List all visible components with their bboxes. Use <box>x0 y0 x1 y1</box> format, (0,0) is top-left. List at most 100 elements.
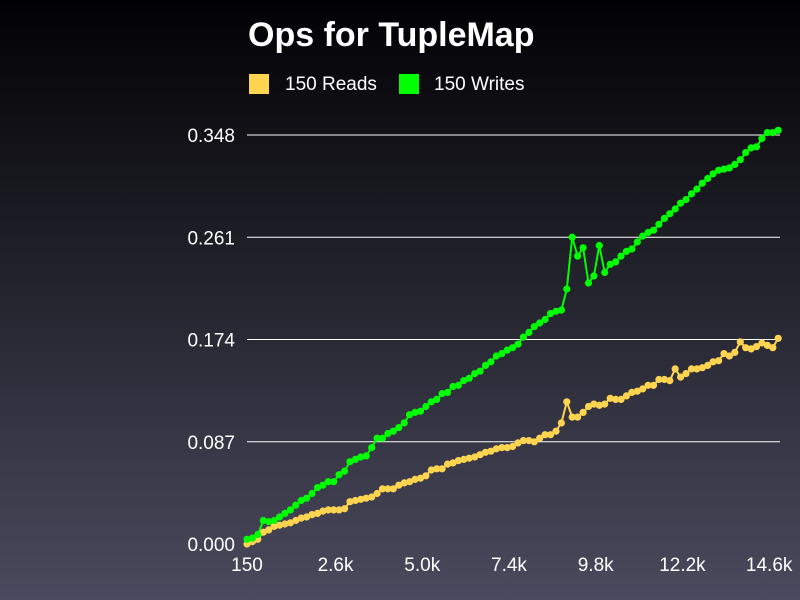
data-point <box>715 166 723 174</box>
data-point <box>752 343 761 351</box>
data-point <box>628 245 636 253</box>
data-point <box>275 513 284 521</box>
data-point <box>617 252 625 260</box>
data-point <box>687 365 696 373</box>
data-point <box>525 328 533 336</box>
data-point <box>682 370 690 378</box>
data-point <box>389 485 397 493</box>
data-point <box>259 528 267 536</box>
data-point <box>270 522 278 531</box>
data-point <box>633 238 641 246</box>
data-point <box>763 129 772 137</box>
data-point <box>774 126 782 134</box>
data-point <box>335 506 343 514</box>
data-point <box>275 521 284 529</box>
data-point <box>341 467 349 475</box>
data-point <box>460 455 468 463</box>
data-point <box>324 478 332 486</box>
data-point <box>498 444 506 452</box>
data-point <box>308 489 316 498</box>
data-point <box>649 381 658 389</box>
data-point <box>357 495 365 503</box>
data-point <box>758 134 766 143</box>
data-point <box>438 390 446 398</box>
data-point <box>362 452 370 460</box>
data-point <box>297 496 305 505</box>
data-point <box>709 358 717 366</box>
legend-swatch-reads <box>249 74 269 94</box>
data-point <box>720 350 728 358</box>
data-point <box>519 437 528 445</box>
data-point <box>720 165 728 173</box>
data-point <box>286 506 294 514</box>
data-point <box>628 388 636 396</box>
data-point <box>649 226 658 234</box>
data-point <box>351 455 359 463</box>
data-point <box>557 419 566 427</box>
data-point <box>330 506 338 514</box>
data-point <box>476 451 484 459</box>
data-point <box>508 442 517 451</box>
data-point <box>747 144 755 152</box>
y-axis-ticks: 0.000 0.087 0.174 0.261 0.348 <box>187 126 235 556</box>
data-point <box>633 387 641 395</box>
data-point <box>454 457 462 465</box>
data-point <box>471 370 479 378</box>
data-point <box>736 338 744 346</box>
data-point <box>671 365 679 373</box>
data-point <box>346 458 354 466</box>
data-point <box>693 185 701 193</box>
data-point <box>568 413 576 421</box>
data-point <box>666 377 674 385</box>
data-point <box>655 220 663 228</box>
legend-swatch-writes <box>399 74 419 94</box>
data-point <box>308 510 316 519</box>
data-point <box>286 519 294 527</box>
data-point <box>704 174 712 183</box>
data-point <box>416 407 425 415</box>
data-point <box>373 434 381 442</box>
x-tick-label: 5.0k <box>404 555 440 576</box>
data-point <box>330 478 338 486</box>
data-point <box>601 400 609 408</box>
data-point <box>481 448 490 456</box>
data-point <box>574 413 582 421</box>
x-tick-label: 7.4k <box>491 555 527 576</box>
data-point <box>736 156 744 164</box>
data-point <box>742 149 750 157</box>
data-point <box>384 485 392 493</box>
legend: 150 Reads 150 Writes <box>249 74 524 95</box>
data-point <box>384 429 392 438</box>
data-point <box>508 344 517 352</box>
data-point <box>368 493 376 501</box>
data-point <box>530 323 538 331</box>
data-point <box>579 244 587 252</box>
data-point <box>427 466 435 474</box>
data-point <box>400 419 408 427</box>
data-point <box>666 210 674 218</box>
data-point <box>590 400 598 408</box>
data-point <box>259 516 267 525</box>
data-point <box>265 518 273 526</box>
data-point <box>660 375 669 384</box>
data-point <box>595 241 603 250</box>
data-point <box>612 258 620 266</box>
data-point <box>492 352 500 360</box>
data-point <box>444 388 452 396</box>
data-point <box>704 361 712 369</box>
data-point <box>725 164 734 172</box>
x-tick-label: 150 <box>231 555 263 576</box>
data-point <box>254 531 262 539</box>
y-tick-label: 0.174 <box>187 331 235 352</box>
data-point <box>454 381 462 389</box>
data-point <box>433 395 441 403</box>
data-point <box>481 361 490 369</box>
grid-lines <box>247 134 780 443</box>
data-point <box>709 170 717 178</box>
data-point <box>622 247 631 255</box>
data-point <box>411 475 419 483</box>
data-point <box>449 459 457 467</box>
data-point <box>612 395 620 403</box>
data-point <box>303 513 311 521</box>
data-point <box>763 341 772 349</box>
